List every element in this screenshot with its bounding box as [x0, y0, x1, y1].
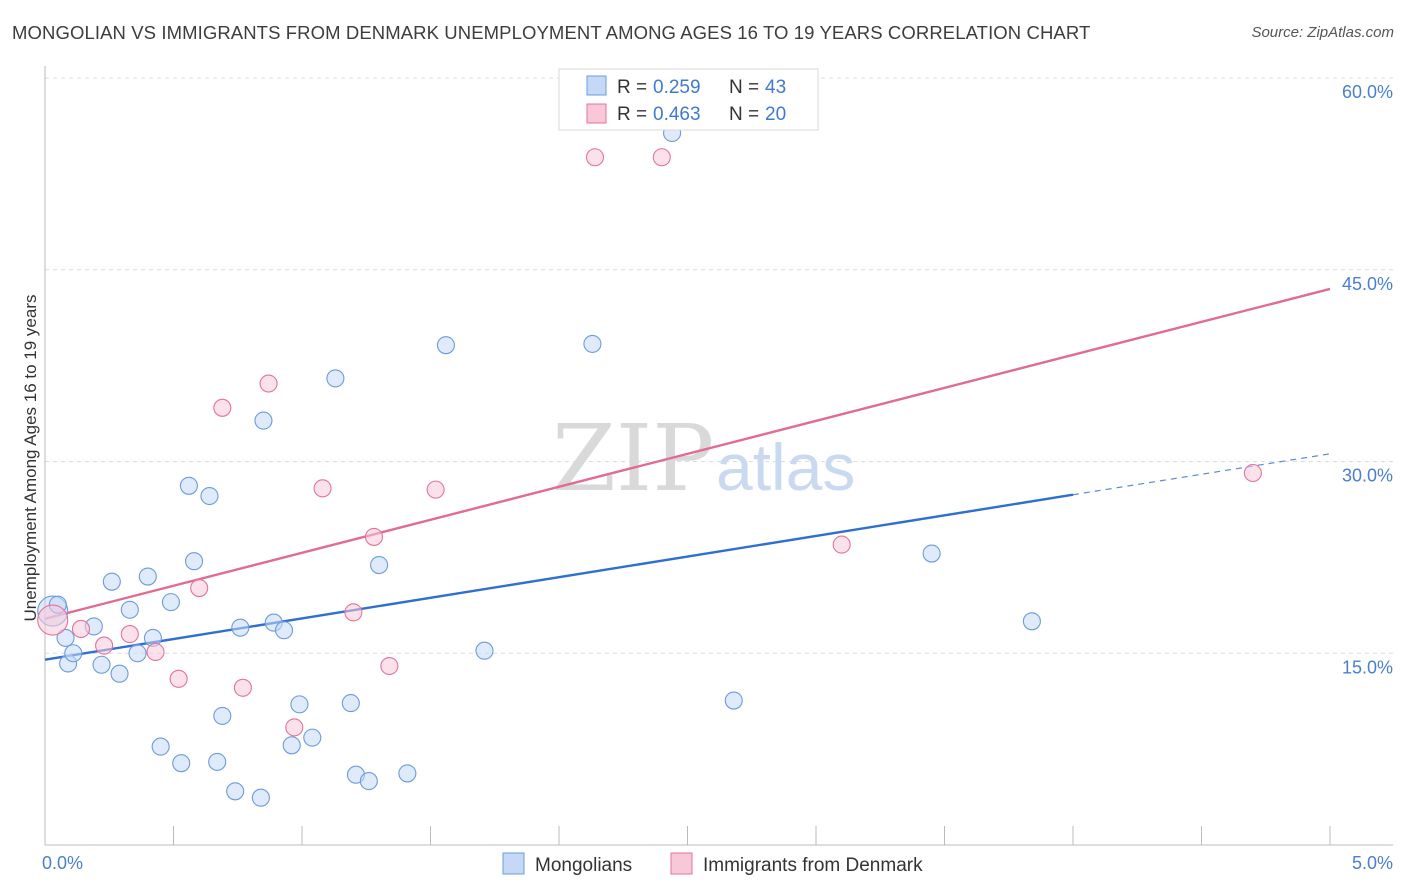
point-mongolians [110, 664, 129, 683]
point-mongolians [226, 782, 245, 801]
point-denmark [832, 535, 851, 554]
watermark-zip: ZIP [552, 405, 714, 512]
y-axis-title: Unemployment Among Ages 16 to 19 years [21, 295, 40, 622]
point-mongolians [436, 336, 455, 355]
point-mongolians [326, 369, 345, 388]
legend-n-value-1: 43 [765, 77, 786, 98]
bottom-legend-label-mongolians: Mongolians [535, 855, 632, 876]
point-mongolians [138, 567, 157, 586]
trend-line-mongolians [44, 493, 1074, 661]
point-denmark [285, 718, 304, 737]
point-mongolians [128, 644, 147, 663]
point-mongolians [341, 694, 360, 713]
point-denmark [313, 479, 332, 498]
legend-n-label-1: N = [729, 77, 759, 98]
point-mongolians [161, 593, 180, 612]
point-mongolians [475, 641, 494, 660]
point-denmark [344, 603, 363, 622]
point-mongolians [208, 752, 227, 771]
legend-r-value-1: 0.259 [653, 77, 701, 98]
point-denmark [146, 642, 165, 662]
point-mongolians [282, 736, 301, 755]
tick-labels: 15.0% 30.0% 45.0% 60.0% 0.0% 5.0% [42, 82, 1393, 873]
point-denmark [1243, 463, 1262, 483]
point-denmark [37, 604, 69, 636]
y-tick-label: 60.0% [1342, 82, 1393, 102]
legend-n-label-2: N = [729, 104, 759, 125]
point-mongolians [290, 695, 309, 714]
point-denmark [190, 579, 209, 598]
point-mongolians [92, 655, 111, 674]
point-mongolians [724, 691, 743, 710]
point-denmark [120, 625, 139, 644]
chart-title: MONGOLIAN VS IMMIGRANTS FROM DENMARK UNE… [12, 22, 1091, 43]
point-denmark [426, 480, 445, 499]
axes [44, 66, 1393, 846]
trend-line-mongolians-extension [1072, 453, 1331, 496]
point-mongolians [359, 772, 378, 791]
point-mongolians [185, 552, 204, 571]
point-mongolians [370, 555, 389, 575]
point-mongolians [179, 476, 198, 495]
trend-lines [44, 287, 1331, 661]
bottom-legend-swatch-denmark [670, 852, 693, 875]
legend-swatch-mongolians [586, 75, 607, 96]
point-denmark [364, 527, 384, 546]
trend-line-denmark [44, 287, 1331, 620]
bottom-legend-label-denmark: Immigrants from Denmark [703, 855, 923, 876]
legend-r-value-2: 0.463 [653, 104, 701, 125]
point-mongolians [120, 600, 139, 619]
point-denmark [259, 374, 278, 393]
watermark-atlas: atlas [716, 430, 855, 504]
point-mongolians [1022, 612, 1041, 631]
legend-n-value-2: 20 [765, 104, 786, 125]
point-mongolians [398, 764, 417, 783]
point-denmark [380, 656, 399, 676]
point-mongolians [922, 544, 941, 563]
series-legend: Mongolians Immigrants from Denmark [502, 852, 923, 876]
point-mongolians [213, 706, 232, 725]
point-denmark [213, 398, 232, 417]
y-tick-label: 45.0% [1342, 274, 1393, 294]
point-mongolians [231, 618, 250, 637]
point-mongolians [274, 621, 294, 640]
bottom-legend-swatch-mongolians [502, 852, 525, 875]
legend-swatch-denmark [586, 103, 607, 124]
legend-r-label-2: R = [617, 104, 647, 125]
x-tick-label: 0.0% [42, 853, 83, 873]
y-tick-label: 15.0% [1342, 657, 1393, 677]
point-mongolians [303, 728, 322, 747]
point-mongolians [102, 572, 121, 591]
source-credit: Source: ZipAtlas.com [1251, 24, 1394, 41]
point-mongolians [583, 334, 602, 353]
point-mongolians [172, 754, 191, 773]
x-tick-label: 5.0% [1352, 853, 1393, 873]
watermark: ZIP atlas [552, 405, 855, 512]
point-denmark [71, 619, 91, 639]
point-mongolians [151, 737, 170, 756]
y-tick-label: 30.0% [1342, 466, 1393, 486]
point-mongolians [251, 788, 270, 807]
stats-legend: R = 0.259 N = 43 R = 0.463 N = 20 [558, 68, 819, 131]
point-denmark [233, 678, 252, 697]
point-denmark [169, 669, 188, 688]
legend-r-label-1: R = [617, 77, 647, 98]
point-denmark [652, 148, 671, 167]
point-denmark [585, 148, 605, 167]
point-mongolians [56, 628, 75, 647]
point-denmark [95, 636, 114, 655]
point-mongolians [254, 411, 273, 430]
point-mongolians [200, 486, 219, 506]
point-mongolians [64, 644, 83, 663]
